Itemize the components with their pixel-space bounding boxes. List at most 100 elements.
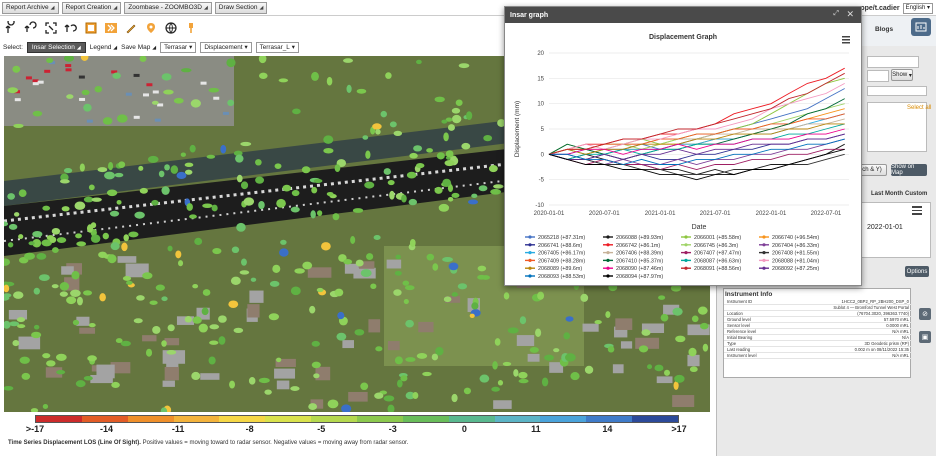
insar-point[interactable] <box>471 193 478 199</box>
legend-entry[interactable]: 2067408 (+81.55m) <box>759 251 819 257</box>
insar-point[interactable] <box>184 169 193 175</box>
insar-point[interactable] <box>32 110 43 117</box>
insar-point[interactable] <box>405 319 414 328</box>
insar-point[interactable] <box>51 247 59 254</box>
insar-point[interactable] <box>518 378 529 384</box>
insar-point[interactable] <box>660 313 669 322</box>
menu-report-creation[interactable]: Report Creation ◢ <box>61 1 122 14</box>
legend-entry[interactable]: 2068089 (+89.6m) <box>525 266 582 272</box>
insar-point[interactable] <box>346 84 352 93</box>
insar-point[interactable] <box>518 371 528 379</box>
legend-entry[interactable]: 2068087 (+86.63m) <box>681 258 741 264</box>
insar-point[interactable] <box>443 132 449 142</box>
insar-point[interactable] <box>409 239 416 247</box>
insar-point[interactable] <box>61 206 70 212</box>
insar-point[interactable] <box>383 395 395 402</box>
insar-point[interactable] <box>134 211 145 219</box>
insar-point[interactable] <box>316 210 323 217</box>
insar-point[interactable] <box>276 198 286 208</box>
insar-point[interactable] <box>21 372 31 380</box>
insar-point[interactable] <box>301 166 311 174</box>
insar-point[interactable] <box>702 343 709 352</box>
insar-point[interactable] <box>393 130 403 136</box>
insar-point[interactable] <box>27 253 34 260</box>
insar-point[interactable] <box>672 307 683 316</box>
filter-input-2[interactable] <box>867 70 889 82</box>
insar-point[interactable] <box>479 374 490 383</box>
legend-entry[interactable]: 2065218 (+87.31m) <box>525 235 585 241</box>
insar-point[interactable] <box>19 356 30 364</box>
legend-entry[interactable]: 2067409 (+88.28m) <box>525 258 585 264</box>
insar-point[interactable] <box>594 320 602 325</box>
insar-point[interactable] <box>175 250 182 259</box>
insar-point[interactable] <box>258 72 268 79</box>
insar-point[interactable] <box>63 56 75 62</box>
insar-point[interactable] <box>56 237 67 243</box>
insar-point[interactable] <box>258 377 270 384</box>
insar-point[interactable] <box>151 199 159 206</box>
insar-point[interactable] <box>228 300 239 308</box>
insar-point[interactable] <box>115 338 123 344</box>
insar-point[interactable] <box>282 184 292 192</box>
insar-point[interactable] <box>350 236 356 244</box>
user-name[interactable]: europe/t.cadier <box>849 4 900 12</box>
insar-point[interactable] <box>83 196 94 203</box>
insar-point[interactable] <box>290 286 301 296</box>
insar-point[interactable] <box>408 198 417 206</box>
insar-point[interactable] <box>463 387 472 395</box>
menu-draw-section[interactable]: Draw Section ◢ <box>214 1 268 14</box>
insar-point[interactable] <box>455 99 463 106</box>
insar-point[interactable] <box>112 72 121 79</box>
insar-point[interactable] <box>139 187 148 194</box>
insar-point[interactable] <box>373 235 381 240</box>
insar-point[interactable] <box>337 311 345 320</box>
insar-point[interactable] <box>41 239 52 247</box>
legend-entry[interactable]: 2066740 (+96.54m) <box>759 235 819 241</box>
insar-point[interactable] <box>208 356 216 365</box>
insar-point[interactable] <box>75 380 86 388</box>
insar-point[interactable] <box>431 353 439 361</box>
insar-point[interactable] <box>691 315 699 323</box>
insar-point[interactable] <box>190 99 201 108</box>
insar-point[interactable] <box>387 404 395 412</box>
insar-point[interactable] <box>220 144 227 154</box>
insar-point[interactable] <box>66 296 77 305</box>
close-icon[interactable]: ✕ <box>846 9 854 19</box>
insar-point[interactable] <box>323 135 334 144</box>
insar-point[interactable] <box>389 121 397 128</box>
insar-point[interactable] <box>46 57 54 64</box>
insar-point[interactable] <box>18 189 27 198</box>
insar-point[interactable] <box>88 322 96 328</box>
insar-point[interactable] <box>206 154 216 159</box>
show-button[interactable]: Show ▾ <box>891 69 913 81</box>
insar-point[interactable] <box>383 168 392 175</box>
insar-point[interactable] <box>563 332 571 340</box>
insar-point[interactable] <box>326 76 333 86</box>
insar-point[interactable] <box>258 56 267 64</box>
insar-point[interactable] <box>370 283 377 290</box>
legend-entry[interactable]: 2068092 (+87.25m) <box>759 266 819 272</box>
insar-point[interactable] <box>605 311 611 318</box>
insar-point[interactable] <box>32 239 42 248</box>
insar-point[interactable] <box>444 159 455 167</box>
insar-point[interactable] <box>13 123 24 128</box>
insar-point[interactable] <box>448 262 459 271</box>
language-select[interactable]: English ▾ <box>902 2 933 14</box>
insar-point[interactable] <box>209 340 219 345</box>
insar-point[interactable] <box>74 201 86 210</box>
insar-point[interactable] <box>56 370 66 375</box>
legend-entry[interactable]: 2067410 (+85.37m) <box>603 258 663 264</box>
insar-point[interactable] <box>88 184 95 191</box>
insar-point[interactable] <box>118 161 126 169</box>
insar-point[interactable] <box>192 284 199 289</box>
insar-point[interactable] <box>184 316 193 323</box>
insar-point[interactable] <box>133 318 143 324</box>
insar-point[interactable] <box>4 385 14 391</box>
insar-point[interactable] <box>355 259 364 267</box>
insar-point[interactable] <box>451 114 462 124</box>
insar-point[interactable] <box>426 148 433 153</box>
insar-point[interactable] <box>80 56 89 61</box>
insar-point[interactable] <box>584 365 594 374</box>
insar-point[interactable] <box>59 282 70 291</box>
insar-point[interactable] <box>231 246 240 254</box>
